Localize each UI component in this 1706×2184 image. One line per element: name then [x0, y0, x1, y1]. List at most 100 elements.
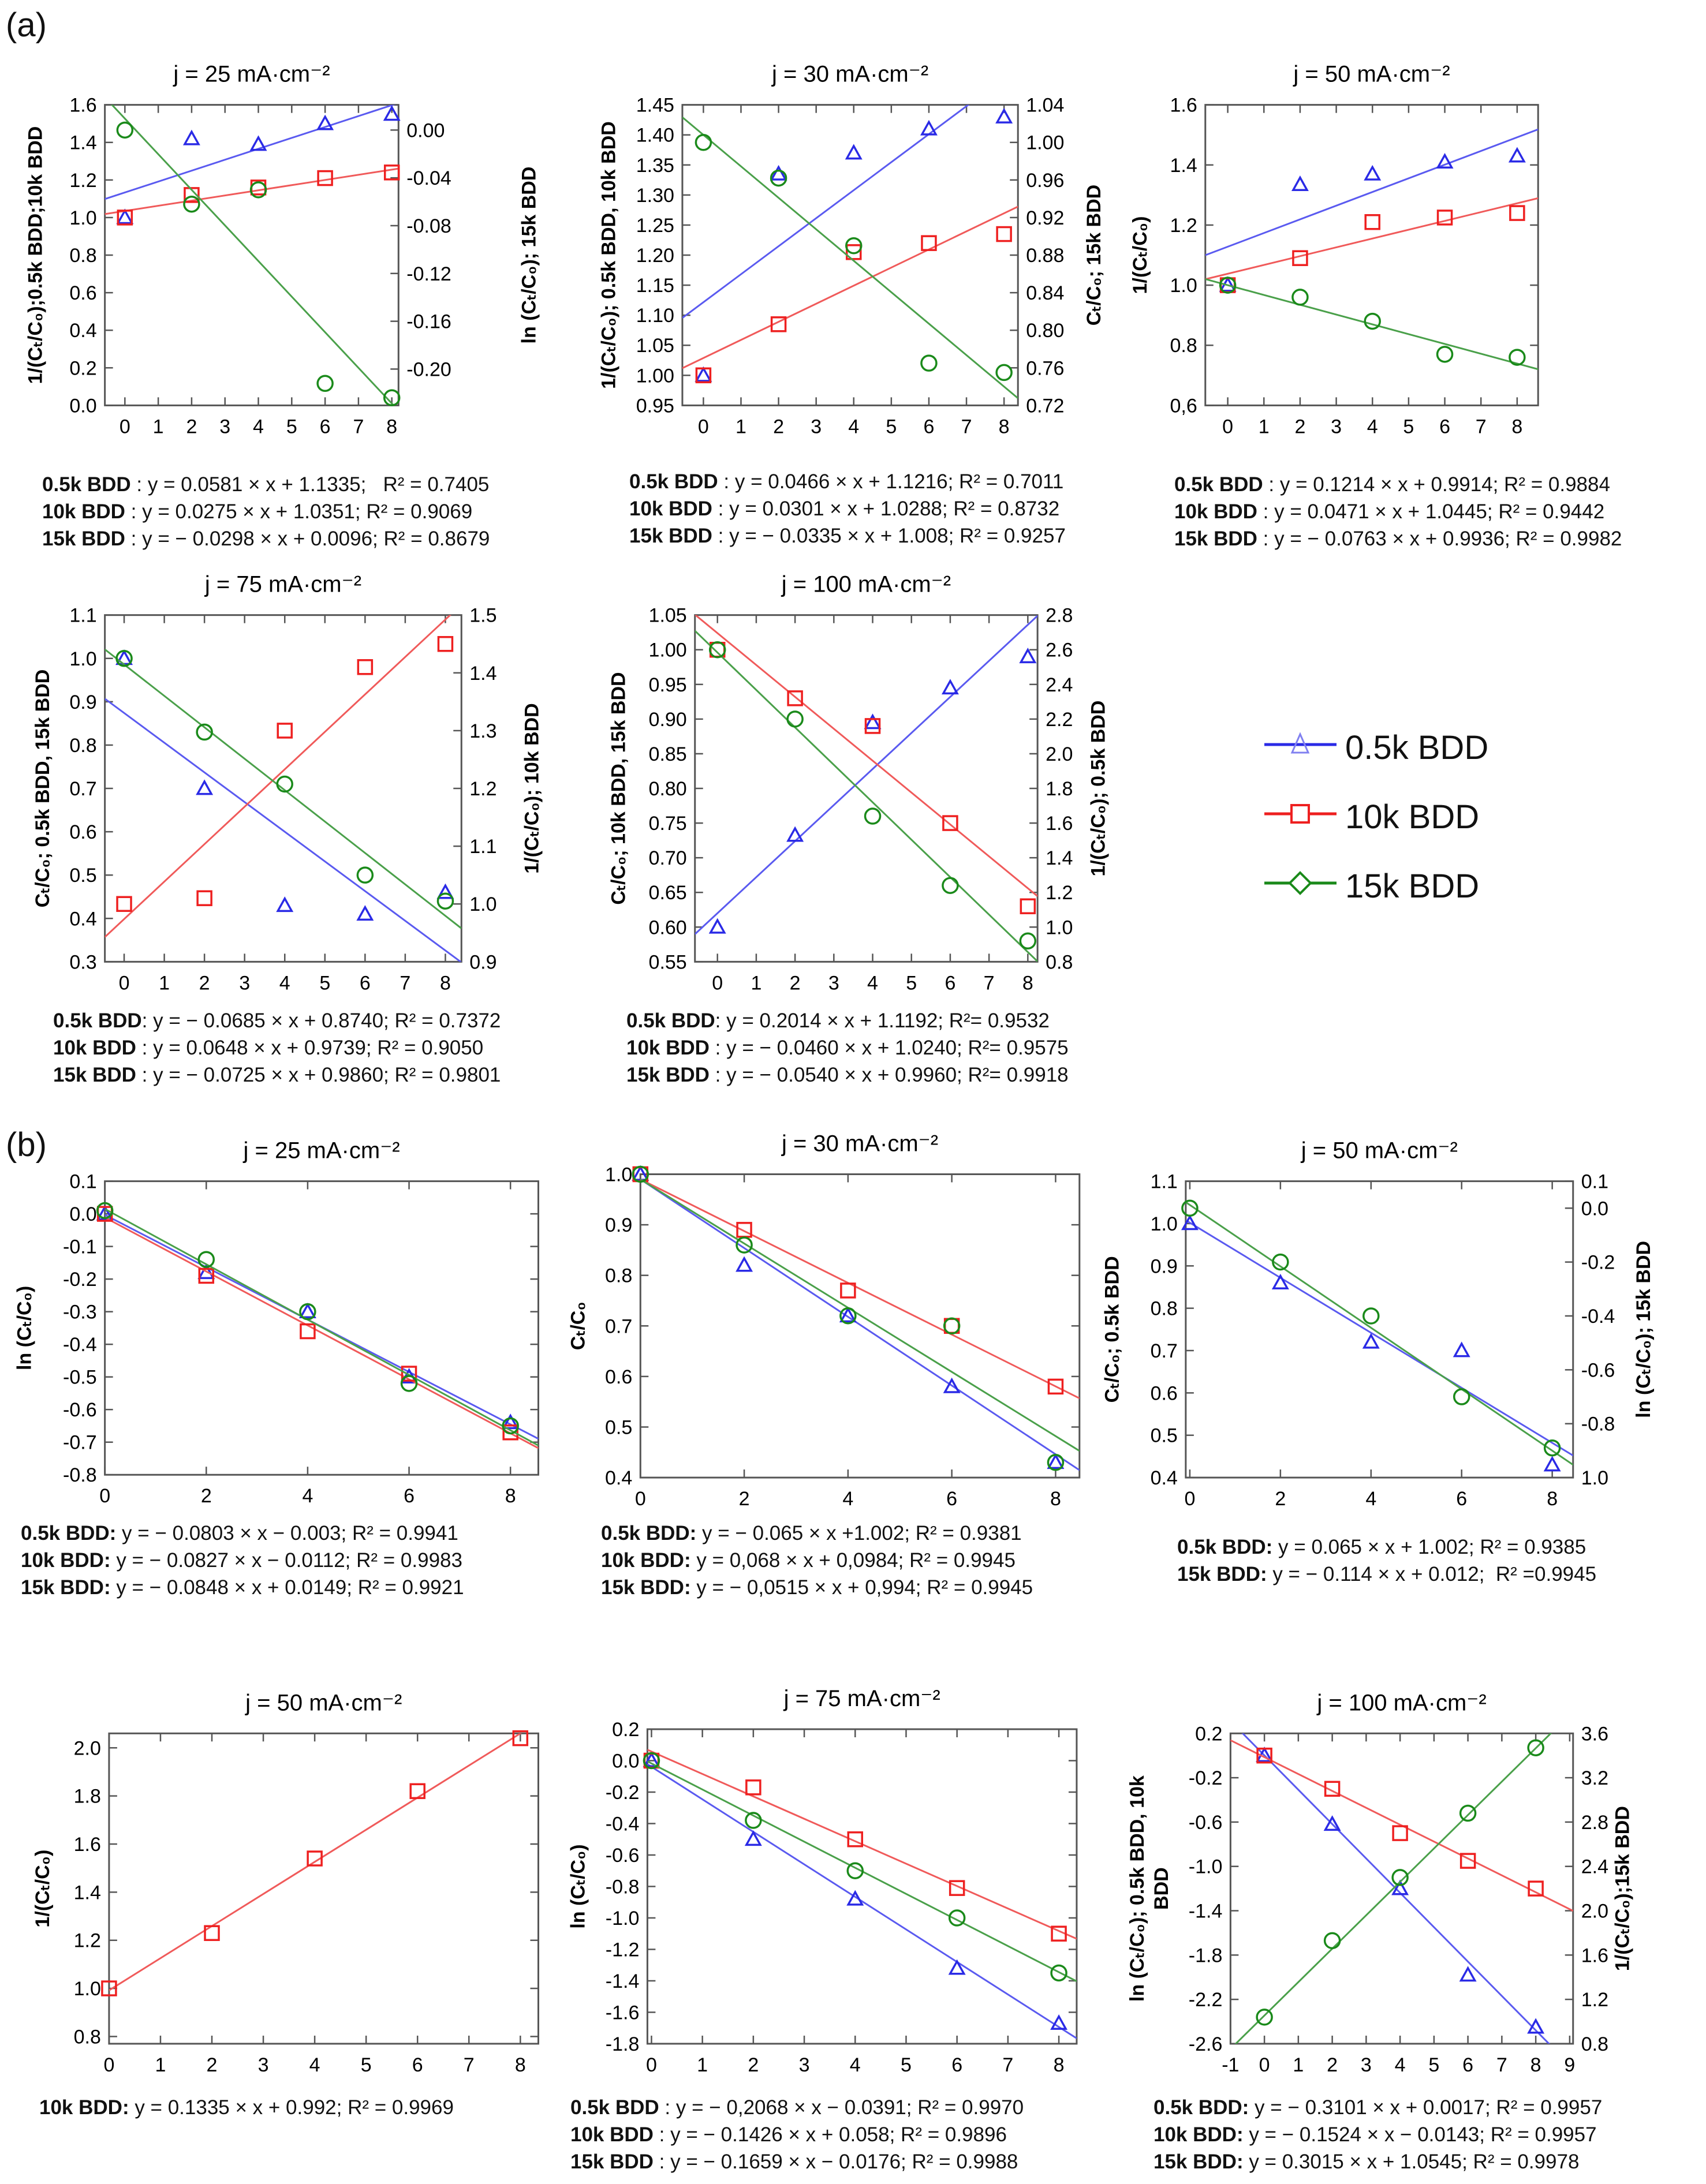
data-point-10k-BDD: [840, 1282, 856, 1299]
data-point-15k-BDD: [1219, 276, 1237, 294]
data-point-0-5k-BDD: [298, 1303, 316, 1318]
y-tick-label: 0.5: [605, 1416, 632, 1438]
x-tick-label: 6: [1456, 1488, 1467, 1510]
x-tick-label: 2: [207, 2054, 218, 2076]
equation-text: : y = − 0.0335 × x + 1.008; R² = 0.9257: [712, 525, 1066, 547]
x-tick-label: 6: [945, 972, 955, 994]
x-tick-label: 6: [404, 1485, 415, 1507]
equation-series-label: 0.5k BDD: [1174, 473, 1263, 496]
data-point-15k-BDD: [183, 195, 200, 213]
plot-frame: [1185, 1180, 1574, 1479]
x-tick-label: 6: [1439, 416, 1450, 437]
equation-series-label: 10k BDD: [53, 1037, 136, 1059]
y-axis-title: Cₜ/C₀: [567, 1302, 589, 1350]
equation-line: 15k BDD : y = − 0.0335 × x + 1.008; R² =…: [629, 522, 1066, 549]
data-point-10k-BDD: [846, 244, 862, 260]
y-axis-title: 1/(Cₜ/C₀): [1129, 216, 1151, 294]
plot-frame: [1204, 104, 1539, 406]
x-tick-label: 8: [1511, 416, 1522, 437]
equation-line: 10k BDD: y = − 0.0827 × x − 0.0112; R² =…: [21, 1547, 464, 1574]
y-tick-label: 0.4: [1151, 1467, 1178, 1489]
equation-text: y = − 0.1524 × x − 0.0143; R² = 0.9957: [1243, 2123, 1597, 2146]
data-point-15k-BDD: [197, 1251, 215, 1268]
equation-text: y = − 0.0803 × x − 0.003; R² = 0.9941: [116, 1522, 458, 1544]
data-point-15k-BDD: [948, 1909, 966, 1927]
y-axis-title: ln (Cₜ/C₀); 0.5k BDD, 10k: [1126, 1775, 1148, 2002]
y-right-tick-label: 0.0: [1581, 1198, 1608, 1220]
y-tick-label: 0.5: [1151, 1425, 1178, 1447]
equation-text: : y = − 0.1659 × x − 0.0176; R² = 0.9988: [653, 2151, 1018, 2173]
chart-title: j = 50 mA·cm⁻²: [1301, 1138, 1458, 1164]
y-axis-title: 1/(Cₜ/C₀); 0.5k BDD, 10k BDD: [598, 121, 620, 389]
equation-line: 10k BDD : y = 0.0471 × x + 1.0445; R² = …: [1174, 498, 1622, 525]
equation-series-label: 0.5k BDD:: [1177, 1536, 1273, 1558]
y-tick-label: -1.8: [1189, 1944, 1223, 1966]
data-point-10k-BDD: [437, 635, 454, 652]
plot-frame: [681, 104, 1019, 406]
data-point-15k-BDD: [708, 641, 726, 659]
x-tick-label: 8: [440, 972, 451, 994]
y-tick-label: -1.6: [606, 2002, 640, 2024]
data-point-15k-BDD: [276, 775, 293, 793]
y-tick-label: 0.2: [612, 1719, 639, 1741]
data-point-10k-BDD: [101, 1980, 117, 1996]
equation-line: 0.5k BDD : y = 0.0466 × x + 1.1216; R² =…: [629, 468, 1066, 495]
fit-line-10k-BDD: [640, 1178, 1080, 1400]
data-point-15k-BDD: [502, 1417, 519, 1435]
chart-b1: j = 25 mA·cm⁻² 0 2 4 6 8 -0.8 -0.7 -0.6 -0.5 -0.4 -…: [13, 1138, 539, 1507]
x-tick-label: 4: [867, 972, 878, 994]
data-point-10k-BDD: [409, 1783, 425, 1800]
equation-series-label: 15k BDD:: [1153, 2151, 1244, 2173]
equation-text: y = 0,068 × x + 0,0984; R² = 0.9945: [690, 1549, 1016, 1572]
y-axis-title: Cₜ/C₀; 0.5k BDD: [1102, 1256, 1123, 1403]
y-right-tick-label: -0.08: [406, 215, 451, 237]
y-tick-label: 1.0: [605, 1164, 632, 1186]
y-tick-label: -0.6: [1189, 1812, 1223, 1834]
equation-text: y = 0.1335 × x + 0.992; R² = 0.9969: [129, 2096, 454, 2119]
data-point-10k-BDD: [996, 226, 1012, 242]
x-tick-label: 2: [1294, 416, 1305, 437]
data-point-15k-BDD: [1436, 346, 1454, 363]
data-point-0-5k-BDD: [695, 366, 712, 382]
data-point-15k-BDD: [1391, 1869, 1409, 1886]
x-tick-label: 2: [739, 1488, 750, 1510]
equation-series-label: 15k BDD:: [21, 1576, 111, 1599]
fit-line-10k-BDD: [1205, 197, 1539, 281]
x-tick-label: 7: [1476, 416, 1487, 437]
equation-series-label: 15k BDD: [53, 1064, 136, 1086]
chart-b4: j = 50 mA·cm⁻² 0 1 2 3 4 5 6 7 8 0.8 1.0 1.2 1.4 1.6 1.…: [32, 1690, 539, 2076]
equations-b4: 10k BDD: y = 0.1335 × x + 0.992; R² = 0.…: [39, 2094, 454, 2121]
y-right-tick-label: 2.0: [1581, 1901, 1608, 1923]
chart-b6: j = 100 mA·cm⁻² -1 0 1 2 3 4 5 6 7 8 9 -2.6 -2.2 -1.8 -…: [1126, 1690, 1633, 2076]
x-tick-label: 5: [1403, 416, 1414, 437]
equation-line: 0.5k BDD : y = 0.1214 × x + 0.9914; R² =…: [1174, 471, 1622, 498]
equation-line: 10k BDD : y = 0.0648 × x + 0.9739; R² = …: [53, 1034, 501, 1061]
x-tick-label: 0: [1222, 416, 1233, 437]
x-tick-label: 2: [201, 1485, 212, 1507]
x-tick-label: 2: [199, 972, 210, 994]
y-tick-label: 0.8: [1170, 335, 1197, 357]
y-tick-label: 0.6: [69, 282, 96, 304]
x-tick-label: 3: [258, 2054, 269, 2076]
y-tick-label: 0.8: [1151, 1298, 1178, 1320]
y-right-tick-label: 2.8: [1581, 1812, 1608, 1834]
data-point-10k-BDD: [117, 210, 133, 226]
y-tick-label: 1.6: [74, 1834, 101, 1856]
y-right-tick-label: 1.1: [469, 836, 497, 858]
chart-a2: j = 30 mA·cm⁻² 0 1 2 3 4 5 6 7 8 0.95 1.00 1.05 1.10 1…: [598, 62, 1105, 438]
y-right-tick-label: 3.6: [1581, 1723, 1608, 1745]
panel-label-b: (b): [6, 1126, 47, 1164]
y-tick-label: 0.60: [649, 917, 687, 938]
x-tick-label: 0: [1184, 1488, 1195, 1510]
y-right-tick-label: 1.0: [1046, 917, 1073, 938]
y-tick-label: 0.90: [649, 709, 687, 731]
data-point-0-5k-BDD: [96, 1205, 114, 1221]
data-point-10k-BDD: [921, 235, 937, 251]
x-tick-label: 4: [842, 1488, 853, 1510]
data-point-0-5k-BDD: [197, 1263, 215, 1280]
y-right-tick-label: 0.80: [1026, 320, 1064, 342]
fit-line-0-5k-BDD: [695, 615, 1038, 935]
y-tick-label: 0.3: [69, 951, 96, 973]
data-point-10k-BDD: [1364, 214, 1380, 230]
x-tick-label: 1: [153, 416, 164, 437]
